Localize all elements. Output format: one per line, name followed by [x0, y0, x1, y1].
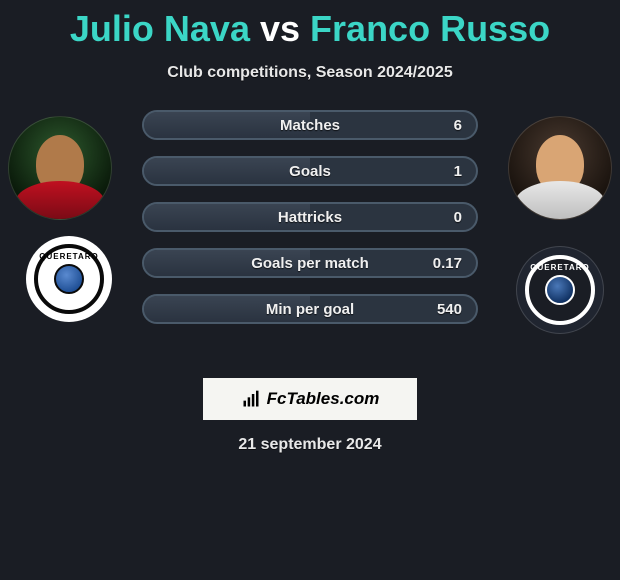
comparison-title: Julio Nava vs Franco Russo — [0, 0, 620, 50]
stat-value-right: 0.17 — [433, 255, 462, 272]
stat-label: Matches — [144, 117, 476, 134]
stat-bars: Matches 6 Goals 1 Hattricks 0 Goals per … — [142, 110, 478, 324]
stat-row-hattricks: Hattricks 0 — [142, 202, 478, 232]
stat-value-right: 0 — [454, 209, 462, 226]
player2-avatar — [508, 116, 612, 220]
stat-label: Min per goal — [144, 301, 476, 318]
chart-icon — [241, 389, 261, 409]
player1-name: Julio Nava — [70, 8, 250, 49]
player1-avatar — [8, 116, 112, 220]
branding-box: FcTables.com — [203, 378, 417, 420]
comparison-content: QUERETARO QUERETARO Matches 6 Goals 1 Ha… — [0, 110, 620, 370]
stat-value-right: 1 — [454, 163, 462, 180]
player1-club-badge: QUERETARO — [26, 236, 112, 322]
vs-separator: vs — [260, 8, 300, 49]
snapshot-date: 21 september 2024 — [0, 436, 620, 454]
stat-label: Goals — [144, 163, 476, 180]
branding-text: FcTables.com — [267, 389, 380, 409]
stat-row-matches: Matches 6 — [142, 110, 478, 140]
stat-value-right: 540 — [437, 301, 462, 318]
player2-club-badge: QUERETARO — [516, 246, 604, 334]
stat-label: Hattricks — [144, 209, 476, 226]
stat-row-goals: Goals 1 — [142, 156, 478, 186]
player2-name: Franco Russo — [310, 8, 550, 49]
stat-label: Goals per match — [144, 255, 476, 272]
stat-value-right: 6 — [454, 117, 462, 134]
stat-row-min-per-goal: Min per goal 540 — [142, 294, 478, 324]
season-subtitle: Club competitions, Season 2024/2025 — [0, 64, 620, 82]
stat-row-goals-per-match: Goals per match 0.17 — [142, 248, 478, 278]
